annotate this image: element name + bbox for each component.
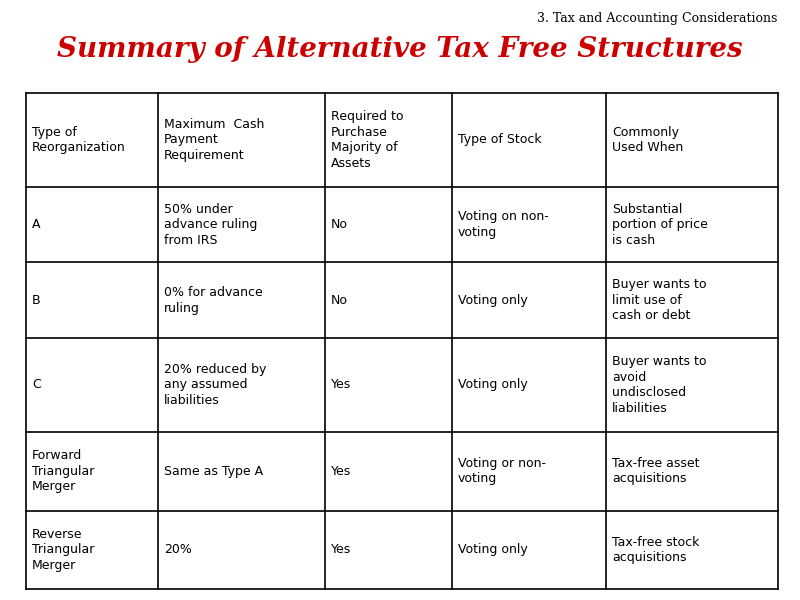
Text: Tax-free stock
acquisitions: Tax-free stock acquisitions: [612, 536, 699, 564]
Text: Yes: Yes: [331, 379, 351, 391]
Text: 20%: 20%: [164, 544, 192, 556]
Text: Reverse
Triangular
Merger: Reverse Triangular Merger: [32, 528, 94, 572]
Text: Buyer wants to
avoid
undisclosed
liabilities: Buyer wants to avoid undisclosed liabili…: [612, 355, 706, 415]
Text: Substantial
portion of price
is cash: Substantial portion of price is cash: [612, 203, 708, 247]
Text: Same as Type A: Same as Type A: [164, 465, 263, 478]
Text: Type of
Reorganization: Type of Reorganization: [32, 125, 126, 154]
Text: 50% under
advance ruling
from IRS: 50% under advance ruling from IRS: [164, 203, 258, 247]
Text: Yes: Yes: [331, 465, 351, 478]
Text: Yes: Yes: [331, 544, 351, 556]
Text: No: No: [331, 218, 348, 231]
Text: 20% reduced by
any assumed
liabilities: 20% reduced by any assumed liabilities: [164, 363, 266, 407]
Text: Summary of Alternative Tax Free Structures: Summary of Alternative Tax Free Structur…: [57, 36, 743, 63]
Text: Type of Stock: Type of Stock: [458, 133, 542, 146]
Text: 3. Tax and Accounting Considerations: 3. Tax and Accounting Considerations: [538, 12, 778, 25]
Text: Required to
Purchase
Majority of
Assets: Required to Purchase Majority of Assets: [331, 110, 403, 170]
Text: Voting on non-
voting: Voting on non- voting: [458, 211, 549, 239]
Text: B: B: [32, 294, 41, 307]
Text: Voting or non-
voting: Voting or non- voting: [458, 457, 546, 485]
Text: No: No: [331, 294, 348, 307]
Text: Forward
Triangular
Merger: Forward Triangular Merger: [32, 449, 94, 493]
Text: Voting only: Voting only: [458, 544, 527, 556]
Text: Commonly
Used When: Commonly Used When: [612, 125, 683, 154]
Text: 0% for advance
ruling: 0% for advance ruling: [164, 286, 262, 314]
Text: Voting only: Voting only: [458, 379, 527, 391]
Text: A: A: [32, 218, 41, 231]
Text: Tax-free asset
acquisitions: Tax-free asset acquisitions: [612, 457, 699, 485]
Text: Voting only: Voting only: [458, 294, 527, 307]
Text: Maximum  Cash
Payment
Requirement: Maximum Cash Payment Requirement: [164, 118, 264, 162]
Text: C: C: [32, 379, 41, 391]
Text: Buyer wants to
limit use of
cash or debt: Buyer wants to limit use of cash or debt: [612, 278, 706, 322]
